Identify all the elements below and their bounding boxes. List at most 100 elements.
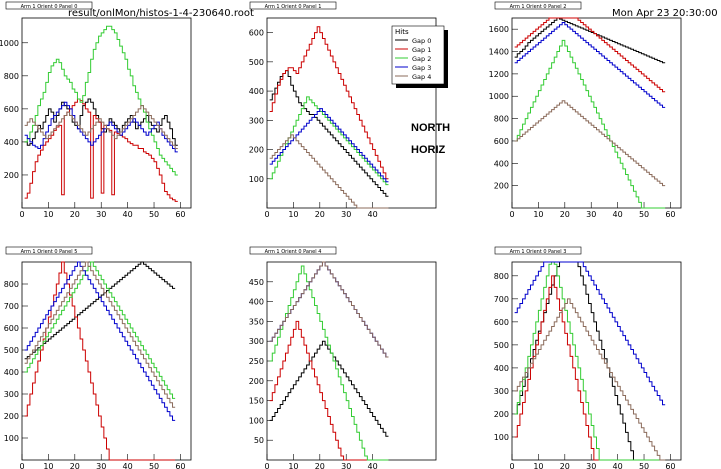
legend-title: Hits bbox=[395, 28, 409, 36]
x-tick-label: 50 bbox=[149, 462, 159, 469]
y-tick-label: 200 bbox=[249, 377, 264, 386]
y-tick-label: 1000 bbox=[489, 92, 509, 101]
x-tick-label: 0 bbox=[509, 210, 514, 219]
y-tick-label: 400 bbox=[4, 368, 19, 377]
panel-title-box bbox=[494, 246, 582, 255]
panel-frame bbox=[21, 17, 192, 209]
y-tick-label: 150 bbox=[249, 397, 264, 406]
legend-entry: Gap 1 bbox=[412, 46, 431, 54]
y-tick-label: 800 bbox=[4, 72, 19, 81]
x-tick-label: 40 bbox=[123, 210, 133, 219]
file-path-label: result/onlMon/histos-1-4-230640.root bbox=[68, 8, 254, 19]
y-tick-label: 1400 bbox=[489, 48, 509, 57]
panel-title: Arm 1 Orient 0 Panel 3 bbox=[510, 249, 567, 255]
y-tick-label: 250 bbox=[249, 357, 264, 366]
y-tick-label: 100 bbox=[249, 416, 264, 425]
y-tick-label: 400 bbox=[249, 87, 264, 96]
legend-box bbox=[391, 25, 445, 85]
series-line-gap-1 bbox=[269, 26, 389, 180]
panel-title: Arm 1 Orient 0 Panel 4 bbox=[265, 249, 322, 255]
x-tick-label: 60 bbox=[665, 462, 675, 469]
x-tick-label: 30 bbox=[341, 462, 351, 469]
y-tick-label: 1600 bbox=[489, 25, 509, 34]
y-tick-label: 600 bbox=[494, 318, 509, 327]
series-line-gap-3 bbox=[269, 261, 389, 358]
panel-title-box bbox=[249, 1, 337, 10]
y-tick-label: 50 bbox=[254, 436, 264, 445]
y-tick-label: 100 bbox=[4, 434, 19, 443]
panel-title-box bbox=[5, 1, 93, 10]
y-tick-label: 200 bbox=[249, 146, 264, 155]
series-line-gap-4 bbox=[269, 134, 389, 209]
panel-frame bbox=[511, 261, 682, 461]
x-tick-label: 20 bbox=[560, 210, 570, 219]
y-tick-label: 500 bbox=[4, 346, 19, 355]
x-tick-label: 20 bbox=[315, 462, 325, 469]
y-tick-label: 400 bbox=[4, 138, 19, 147]
x-tick-label: 10 bbox=[43, 210, 53, 219]
y-tick-label: 800 bbox=[494, 115, 509, 124]
x-tick-label: 20 bbox=[70, 462, 80, 469]
series-line-gap-0 bbox=[269, 340, 389, 437]
legend-entry: Gap 2 bbox=[412, 55, 431, 63]
series-line-gap-2 bbox=[24, 25, 178, 176]
y-tick-label: 100 bbox=[494, 433, 509, 442]
series-line-gap-2 bbox=[514, 261, 666, 461]
series-line-gap-2 bbox=[24, 261, 176, 399]
y-tick-label: 200 bbox=[494, 182, 509, 191]
x-tick-label: 60 bbox=[175, 462, 185, 469]
x-tick-label: 40 bbox=[368, 462, 378, 469]
y-tick-label: 300 bbox=[249, 337, 264, 346]
series-line-gap-4 bbox=[269, 261, 389, 358]
panel-title: Arm 1 Orient 0 Panel 2 bbox=[510, 4, 567, 10]
x-tick-label: 10 bbox=[533, 210, 543, 219]
series-line-gap-3 bbox=[514, 21, 666, 108]
legend-entry: Gap 4 bbox=[412, 73, 431, 81]
series-line-gap-2 bbox=[269, 265, 389, 461]
panel-title: Arm 1 Orient 0 Panel 5 bbox=[21, 249, 78, 255]
x-tick-label: 20 bbox=[70, 210, 80, 219]
series-line-gap-4 bbox=[514, 100, 666, 187]
panel-title: Arm 1 Orient 0 Panel 1 bbox=[265, 4, 322, 10]
x-tick-label: 0 bbox=[509, 462, 514, 469]
y-tick-label: 300 bbox=[494, 387, 509, 396]
series-line-gap-1 bbox=[24, 261, 176, 461]
x-tick-label: 10 bbox=[43, 462, 53, 469]
x-tick-label: 10 bbox=[533, 462, 543, 469]
x-tick-label: 0 bbox=[19, 462, 24, 469]
panel-frame bbox=[511, 17, 682, 209]
series-line-gap-4 bbox=[514, 298, 666, 461]
y-tick-label: 800 bbox=[4, 280, 19, 289]
legend-entry: Gap 0 bbox=[412, 37, 431, 45]
x-tick-label: 40 bbox=[613, 210, 623, 219]
y-tick-label: 600 bbox=[494, 137, 509, 146]
x-tick-label: 10 bbox=[288, 210, 298, 219]
horiz-label: HORIZ bbox=[411, 144, 446, 156]
panel-frame bbox=[266, 17, 437, 209]
series-line-gap-1 bbox=[269, 320, 389, 461]
y-tick-label: 100 bbox=[249, 175, 264, 184]
x-tick-label: 40 bbox=[613, 462, 623, 469]
y-tick-label: 700 bbox=[494, 295, 509, 304]
y-tick-label: 300 bbox=[249, 116, 264, 125]
series-line-gap-3 bbox=[24, 261, 176, 421]
x-tick-label: 30 bbox=[341, 210, 351, 219]
series-line-gap-4 bbox=[24, 105, 178, 150]
panel-title: Arm 1 Orient 0 Panel 0 bbox=[21, 4, 78, 10]
x-tick-label: 30 bbox=[96, 462, 106, 469]
x-tick-label: 50 bbox=[639, 210, 649, 219]
legend-entry: Gap 3 bbox=[412, 64, 431, 72]
y-tick-label: 1000 bbox=[0, 39, 19, 48]
x-tick-label: 20 bbox=[560, 462, 570, 469]
y-tick-label: 200 bbox=[4, 171, 19, 180]
y-tick-label: 600 bbox=[4, 105, 19, 114]
series-line-gap-1 bbox=[24, 98, 178, 202]
x-tick-label: 40 bbox=[123, 462, 133, 469]
x-tick-label: 0 bbox=[19, 210, 24, 219]
north-label: NORTH bbox=[411, 122, 451, 134]
series-line-gap-0 bbox=[514, 17, 666, 64]
x-tick-label: 20 bbox=[315, 210, 325, 219]
timestamp-label: Mon Apr 23 20:30:00 2007 bbox=[612, 8, 721, 19]
series-line-gap-4 bbox=[24, 261, 176, 408]
